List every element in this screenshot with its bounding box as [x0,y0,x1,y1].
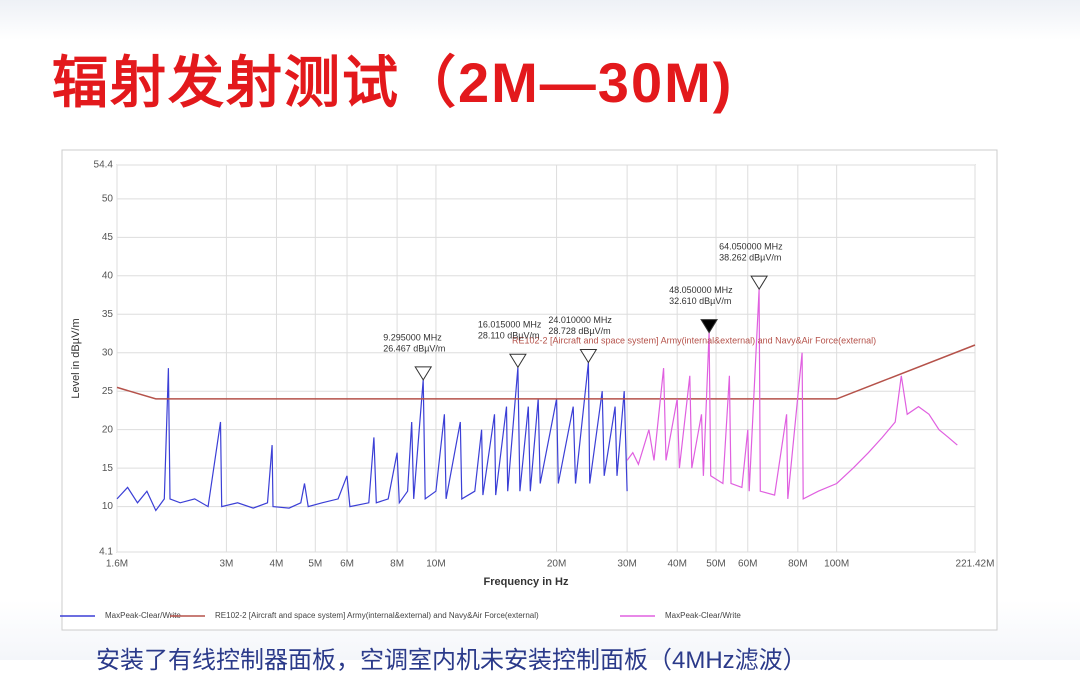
marker-sublabel: 32.610 dBµV/m [669,296,731,306]
limit-label: RE102-2 [Aircraft and space system] Army… [512,335,876,345]
x-tick-label: 60M [738,559,757,570]
marker-sublabel: 28.110 dBµV/m [478,331,540,341]
marker [750,275,769,291]
x-tick-label: 4M [270,559,284,570]
marker [579,349,598,364]
y-tick-label: 25 [102,386,114,397]
series-line [116,344,976,400]
x-tick-label: 40M [667,559,686,570]
x-tick-label: 221.42M [956,559,995,570]
marker-sublabel: 28.728 dBµV/m [548,326,610,336]
y-tick-label: 10 [102,501,114,512]
legend-label: MaxPeak-Clear/Write [105,611,181,620]
y-tick-label: 45 [102,232,114,243]
marker-label: 64.050000 MHz [719,242,783,252]
marker [700,319,719,334]
y-tick-label: 30 [102,347,114,358]
y-tick-label: 15 [102,463,114,474]
x-tick-label: 1.6M [106,559,128,570]
x-tick-label: 10M [426,559,445,570]
marker-label: 16.015000 MHz [478,320,542,330]
x-axis-label: Frequency in Hz [484,576,569,588]
marker-sublabel: 26.467 dBµV/m [383,343,445,353]
marker-label: 24.010000 MHz [548,315,612,325]
marker [414,366,433,381]
legend-label: MaxPeak-Clear/Write [665,611,741,620]
y-tick-label: 20 [102,424,114,435]
x-tick-label: 5M [308,559,322,570]
y-tick-label: 54.4 [94,160,114,171]
x-tick-label: 6M [340,559,354,570]
series-line [626,289,958,500]
marker-label: 48.050000 MHz [669,285,733,295]
x-tick-label: 30M [617,559,636,570]
slide-title: 辐射发射测试（2M—30M) [52,51,734,114]
marker-label: 9.295000 MHz [383,332,442,342]
x-tick-label: 3M [219,559,233,570]
legend-label: RE102-2 [Aircraft and space system] Army… [215,611,539,620]
caption: 安装了有线控制器面板，空调室内机未安装控制面板（4MHz滤波） [96,647,807,674]
y-tick-label: 50 [102,193,114,204]
y-tick-label: 35 [102,309,114,320]
y-tick-label: 4.1 [99,547,113,558]
x-tick-label: 8M [390,559,404,570]
x-tick-label: 50M [706,559,725,570]
x-tick-label: 80M [788,559,807,570]
marker [508,353,527,369]
x-tick-label: 100M [824,559,849,570]
plot-area [116,164,976,553]
x-tick-label: 20M [547,559,566,570]
chart: 4.1 10 15 20 25 30 35 40 45 50 54.4 1.6M 3M 4M 5M 6M 8M 1… [60,149,998,631]
y-axis-label: Level in dBµV/m [70,318,82,398]
marker-sublabel: 38.262 dBµV/m [719,253,781,263]
y-tick-label: 40 [102,270,114,281]
